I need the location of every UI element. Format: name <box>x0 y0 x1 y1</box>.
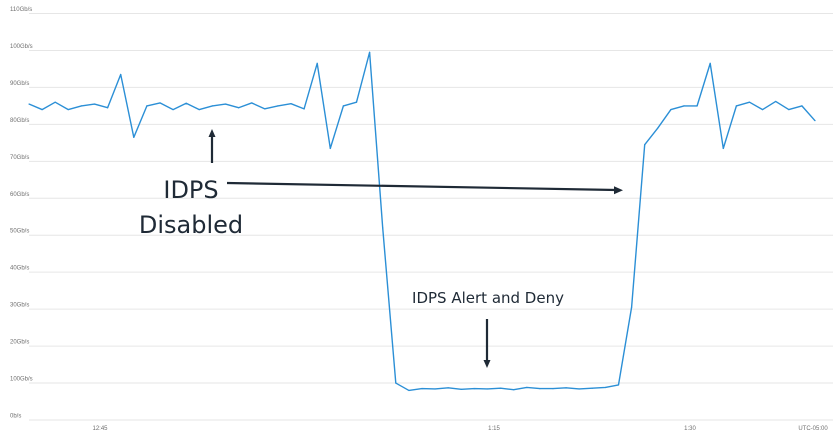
data-point <box>460 388 462 390</box>
data-point <box>303 108 305 110</box>
data-point <box>395 382 397 384</box>
series-points <box>28 51 816 392</box>
data-point <box>617 384 620 386</box>
data-point <box>657 127 659 129</box>
data-point <box>631 306 633 308</box>
y-tick-label: 90Gb/s <box>10 81 29 87</box>
y-tick-label: 50Gb/s <box>10 229 29 235</box>
data-point <box>748 101 751 103</box>
y-tick-label: 20Gb/s <box>10 340 29 346</box>
data-point <box>722 147 724 149</box>
annotation-alert-deny: IDPS Alert and Deny <box>412 289 564 307</box>
data-point <box>486 388 489 390</box>
y-tick-label: 110Gb/s <box>10 7 32 13</box>
y-tick-label: 70Gb/s <box>10 155 29 161</box>
data-point <box>316 62 318 64</box>
data-point <box>735 105 738 107</box>
data-point <box>80 105 82 107</box>
y-tick-label: 40Gb/s <box>10 266 29 272</box>
data-point <box>670 108 672 111</box>
data-point <box>54 101 56 103</box>
timezone-label: UTC-05:00 <box>798 426 828 432</box>
x-axis-ticks: 12:45 1:15 1:30 <box>92 426 696 432</box>
data-point <box>355 101 358 103</box>
data-point <box>526 386 528 389</box>
data-point <box>552 387 554 390</box>
data-point <box>342 105 344 107</box>
x-tick-label: 1:30 <box>684 426 696 432</box>
data-point <box>369 51 371 53</box>
data-point <box>290 103 292 105</box>
data-point <box>447 387 449 389</box>
y-tick-label: 30Gb/s <box>10 303 29 309</box>
data-point <box>513 389 515 391</box>
data-point <box>107 107 109 109</box>
data-point <box>224 103 227 105</box>
data-point <box>133 136 135 138</box>
data-point <box>159 102 161 104</box>
data-point <box>578 388 580 390</box>
data-point <box>251 102 253 104</box>
data-point <box>41 108 43 111</box>
data-point <box>277 105 279 107</box>
data-point <box>762 108 764 111</box>
data-point <box>93 103 96 105</box>
arrow-up-head <box>208 129 216 137</box>
annotation-idps-line2: Disabled <box>139 211 243 239</box>
arrow-right-head <box>614 186 623 195</box>
data-point <box>329 147 331 149</box>
data-point <box>644 144 646 146</box>
data-point <box>408 389 410 392</box>
data-point <box>264 108 266 110</box>
data-point <box>788 108 790 111</box>
y-tick-label: 80Gb/s <box>10 118 29 124</box>
arrow-down-head <box>483 360 491 368</box>
y-tick-label: 100Gb/s <box>10 377 33 383</box>
data-point <box>709 62 711 64</box>
data-point <box>801 105 803 107</box>
x-tick-label: 1:15 <box>488 426 500 432</box>
y-axis-ticks: 0b/s 100Gb/s 20Gb/s 30Gb/s 40Gb/s 50Gb/s 60Gb/… <box>10 7 33 420</box>
data-point <box>185 102 187 104</box>
data-point <box>775 100 777 103</box>
y-tick-label: 60Gb/s <box>10 192 29 198</box>
annotation-idps-line1: IDPS <box>163 176 218 204</box>
data-point <box>814 120 816 122</box>
data-point <box>421 387 423 390</box>
gridlines <box>29 13 833 421</box>
data-point <box>565 387 567 389</box>
data-point <box>683 105 685 107</box>
data-point <box>120 73 122 76</box>
data-point <box>473 387 475 390</box>
data-point <box>28 103 30 105</box>
data-point <box>198 108 200 111</box>
data-point <box>172 108 174 111</box>
data-point <box>604 386 607 389</box>
data-point <box>146 105 148 107</box>
arrow-right <box>226 181 617 192</box>
x-tick-label: 12:45 <box>92 426 108 432</box>
data-point <box>434 388 436 390</box>
y-tick-label: 100Gb/s <box>10 44 33 50</box>
y-tick-label: 0b/s <box>10 414 21 420</box>
data-point <box>211 105 213 107</box>
data-point <box>238 107 240 109</box>
data-point <box>67 108 69 111</box>
data-point <box>539 387 541 390</box>
annotation-arrows <box>208 129 623 368</box>
data-point <box>696 105 698 107</box>
data-point <box>591 387 593 389</box>
data-point <box>500 387 502 389</box>
data-point <box>382 227 384 229</box>
